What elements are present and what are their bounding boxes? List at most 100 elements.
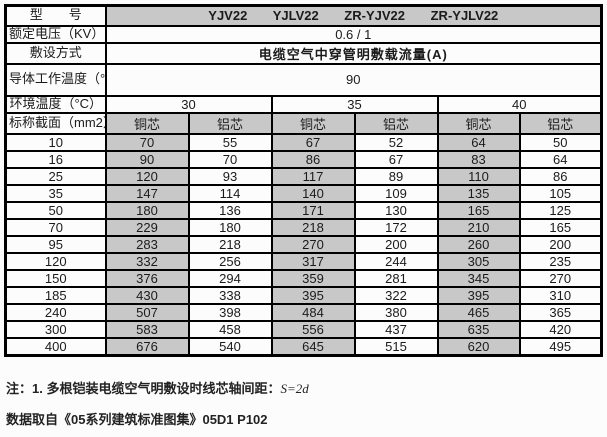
section-cell: 240: [4, 302, 107, 322]
copper-value-cell: 135: [436, 183, 521, 203]
core-header-copper-40: 铜芯: [436, 111, 521, 135]
aluminium-value-cell: 495: [518, 336, 603, 356]
section-cell: 150: [4, 268, 107, 288]
copper-value-cell: 305: [436, 251, 521, 271]
section-cell: 300: [4, 319, 107, 339]
ambient-temp-row: 环境温度（°C） 30 35 40: [4, 94, 603, 114]
table-row: 16 90 70 86 67 83 64: [4, 149, 603, 169]
aluminium-value-cell: 398: [187, 302, 273, 322]
section-cell: 400: [4, 336, 107, 356]
copper-value-cell: 120: [104, 166, 190, 186]
copper-value-cell: 556: [270, 319, 356, 339]
section-cell: 70: [4, 217, 107, 237]
aluminium-value-cell: 200: [518, 234, 603, 254]
copper-value-cell: 484: [270, 302, 356, 322]
copper-value-cell: 64: [436, 132, 521, 152]
copper-value-cell: 270: [270, 234, 356, 254]
copper-value-cell: 165: [436, 200, 521, 220]
copper-value-cell: 117: [270, 166, 356, 186]
copper-value-cell: 583: [104, 319, 190, 339]
model-label: 型 号: [4, 4, 107, 27]
copper-value-cell: 645: [270, 336, 356, 356]
laying-method-value: 电缆空气中穿管明敷载流量(A): [104, 41, 603, 65]
aluminium-value-cell: 420: [518, 319, 603, 339]
aluminium-value-cell: 294: [187, 268, 273, 288]
copper-value-cell: 376: [104, 268, 190, 288]
ambient-temp-40: 40: [436, 94, 603, 114]
aluminium-value-cell: 200: [353, 234, 439, 254]
copper-value-cell: 218: [270, 217, 356, 237]
copper-value-cell: 395: [270, 285, 356, 305]
voltage-label: 额定电压（KV）: [4, 24, 107, 44]
table-row: 25 120 93 117 89 110 86: [4, 166, 603, 186]
section-cell: 25: [4, 166, 107, 186]
core-header-copper-30: 铜芯: [104, 111, 190, 135]
table-row: 70 229 180 218 172 210 165: [4, 217, 603, 237]
aluminium-value-cell: 540: [187, 336, 273, 356]
table-row: 300 583 458 556 437 635 420: [4, 319, 603, 339]
laying-method-label: 敷设方式: [4, 41, 107, 65]
section-label: 标称截面（mm2）: [4, 111, 107, 135]
copper-value-cell: 171: [270, 200, 356, 220]
ambient-temp-35: 35: [270, 94, 439, 114]
core-header-alum-40: 铝芯: [518, 111, 603, 135]
note-1-text: 注：1. 多根铠装电缆空气明敷设时线芯轴间距：: [6, 381, 281, 396]
core-header-alum-35: 铝芯: [353, 111, 439, 135]
section-cell: 35: [4, 183, 107, 203]
laying-method-row: 敷设方式 电缆空气中穿管明敷载流量(A): [4, 41, 603, 65]
aluminium-value-cell: 136: [187, 200, 273, 220]
copper-value-cell: 140: [270, 183, 356, 203]
aluminium-value-cell: 89: [353, 166, 439, 186]
copper-value-cell: 67: [270, 132, 356, 152]
table-row: 150 376 294 359 281 345 270: [4, 268, 603, 288]
copper-value-cell: 90: [104, 149, 190, 169]
copper-value-cell: 180: [104, 200, 190, 220]
copper-value-cell: 83: [436, 149, 521, 169]
copper-value-cell: 86: [270, 149, 356, 169]
copper-value-cell: 676: [104, 336, 190, 356]
copper-value-cell: 70: [104, 132, 190, 152]
section-cell: 95: [4, 234, 107, 254]
core-header-copper-35: 铜芯: [270, 111, 356, 135]
copper-value-cell: 229: [104, 217, 190, 237]
table-row: 10 70 55 67 52 64 50: [4, 132, 603, 152]
aluminium-value-cell: 437: [353, 319, 439, 339]
aluminium-value-cell: 244: [353, 251, 439, 271]
aluminium-value-cell: 165: [518, 217, 603, 237]
table-row: 35 147 114 140 109 135 105: [4, 183, 603, 203]
copper-value-cell: 110: [436, 166, 521, 186]
section-cell: 10: [4, 132, 107, 152]
copper-value-cell: 260: [436, 234, 521, 254]
aluminium-value-cell: 93: [187, 166, 273, 186]
table-row: 120 332 256 317 244 305 235: [4, 251, 603, 271]
copper-value-cell: 147: [104, 183, 190, 203]
voltage-value: 0.6 / 1: [104, 24, 603, 44]
copper-value-cell: 430: [104, 285, 190, 305]
aluminium-value-cell: 380: [353, 302, 439, 322]
core-header-row: 标称截面（mm2） 铜芯 铝芯 铜芯 铝芯 铜芯 铝芯: [4, 111, 603, 135]
copper-value-cell: 317: [270, 251, 356, 271]
copper-value-cell: 465: [436, 302, 521, 322]
voltage-row: 额定电压（KV） 0.6 / 1: [4, 24, 603, 44]
aluminium-value-cell: 218: [187, 234, 273, 254]
footnotes: 注：1. 多根铠装电缆空气明敷设时线芯轴间距：S=2d 数据取自《05系列建筑标…: [6, 378, 602, 437]
section-cell: 50: [4, 200, 107, 220]
aluminium-value-cell: 50: [518, 132, 603, 152]
copper-value-cell: 332: [104, 251, 190, 271]
ambient-temp-label: 环境温度（°C）: [4, 94, 107, 114]
section-cell: 16: [4, 149, 107, 169]
table-row: 240 507 398 484 380 465 365: [4, 302, 603, 322]
aluminium-value-cell: 125: [518, 200, 603, 220]
aluminium-value-cell: 235: [518, 251, 603, 271]
aluminium-value-cell: 281: [353, 268, 439, 288]
note-1: 注：1. 多根铠装电缆空气明敷设时线芯轴间距：S=2d: [6, 378, 602, 397]
aluminium-value-cell: 86: [518, 166, 603, 186]
model-row: 型 号 YJV22 YJLV22 ZR-YJV22 ZR-YJLV22: [4, 4, 603, 27]
aluminium-value-cell: 365: [518, 302, 603, 322]
aluminium-value-cell: 515: [353, 336, 439, 356]
copper-value-cell: 620: [436, 336, 521, 356]
aluminium-value-cell: 338: [187, 285, 273, 305]
copper-value-cell: 345: [436, 268, 521, 288]
conductor-temp-row: 导体工作温度（°C） 90: [4, 62, 603, 97]
